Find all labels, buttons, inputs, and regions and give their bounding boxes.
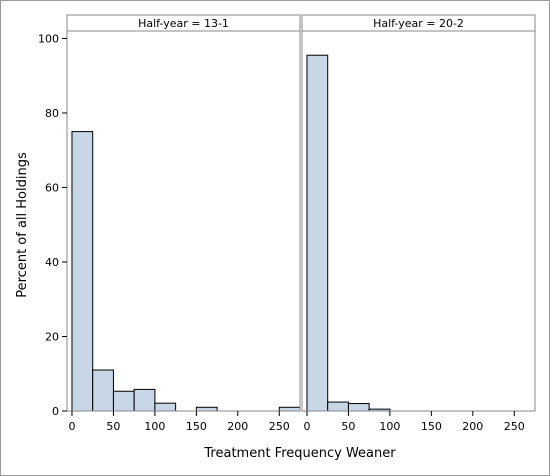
x-axis-title: Treatment Frequency Weaner bbox=[203, 446, 396, 461]
x-tick-label: 200 bbox=[227, 420, 248, 433]
x-tick-label: 150 bbox=[421, 420, 442, 433]
histogram-bar bbox=[92, 369, 114, 412]
y-axis: 0 20 40 60 80 100 bbox=[38, 32, 67, 418]
panel-title: Half-year = 20-2 bbox=[373, 17, 464, 30]
panels-group: Half-year = 13-1 Half-year = 20-2 bbox=[66, 14, 536, 412]
x-tick-label: 0 bbox=[68, 420, 75, 433]
x-tick-label: 200 bbox=[462, 420, 483, 433]
x-tick-label: 50 bbox=[106, 420, 120, 433]
histogram-bar bbox=[306, 54, 329, 412]
y-tick-label: 40 bbox=[45, 256, 59, 269]
panel-2: Half-year = 20-2 bbox=[301, 14, 536, 412]
histogram-bar bbox=[347, 403, 370, 412]
panel-1: Half-year = 13-1 bbox=[66, 14, 301, 412]
y-axis-title: Percent of all Holdings bbox=[15, 152, 30, 298]
histogram-bar bbox=[327, 401, 349, 412]
histogram-bar bbox=[154, 402, 177, 412]
x-tick-label: 100 bbox=[379, 420, 400, 433]
x-axis: 0 50 100 150 200 250 0 50 100 150 200 250 bbox=[68, 411, 525, 433]
x-tick-label: 150 bbox=[186, 420, 207, 433]
y-tick-label: 0 bbox=[52, 405, 59, 418]
histogram-bar bbox=[112, 390, 135, 412]
x-tick-label: 0 bbox=[303, 420, 310, 433]
panel-frame bbox=[66, 30, 301, 412]
y-tick-label: 80 bbox=[45, 107, 59, 120]
y-tick-label: 20 bbox=[45, 330, 59, 343]
histogram-bar bbox=[71, 131, 94, 412]
x-tick-label: 250 bbox=[269, 420, 290, 433]
x-tick-label: 50 bbox=[341, 420, 355, 433]
histogram-bar bbox=[133, 388, 156, 412]
x-tick-label: 250 bbox=[504, 420, 525, 433]
panel-frame bbox=[301, 30, 536, 412]
y-tick-label: 100 bbox=[38, 32, 59, 45]
x-tick-label: 100 bbox=[144, 420, 165, 433]
histogram-bar bbox=[278, 406, 301, 412]
panel-title: Half-year = 13-1 bbox=[138, 17, 229, 30]
histogram-bar bbox=[195, 406, 218, 412]
y-tick-label: 60 bbox=[45, 181, 59, 194]
